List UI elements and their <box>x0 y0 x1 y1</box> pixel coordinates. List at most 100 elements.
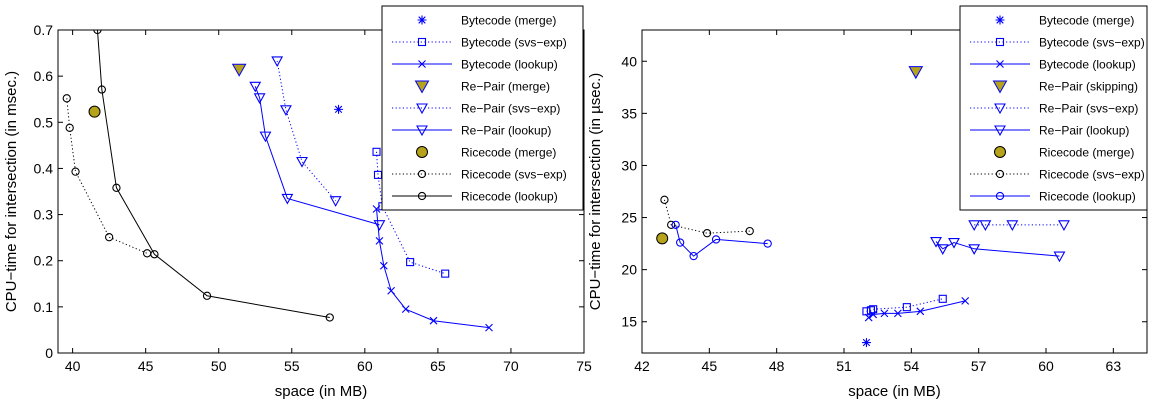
data-point-bytecode-lookup <box>880 309 889 318</box>
data-point-ricecode-lookup <box>97 85 106 94</box>
data-point-bytecode-svs-exp <box>938 294 947 303</box>
legend-entry-label: Ricecode (lookup) <box>461 190 558 204</box>
series-line-re-pair-lookup <box>254 86 380 226</box>
data-point-re-pair-svs-exp <box>279 105 292 116</box>
series-line-ricecode-svs-exp <box>663 199 750 234</box>
data-point-ricecode-lookup <box>112 183 121 192</box>
right-chart-panel: 42 45 48 51 54 57 60 63 15 20 25 30 35 40 space (in MB… <box>587 5 1148 399</box>
data-point-ricecode-svs-exp <box>104 233 114 242</box>
data-point-ricecode-lookup <box>150 250 159 259</box>
x-tick-label: 63 <box>1106 358 1122 374</box>
legend-entry-label: Re−Pair (svs−exp) <box>1039 102 1138 116</box>
y-tick-label: 0.6 <box>34 68 54 84</box>
legend-entry-label: Re−Pair (skipping) <box>1039 80 1138 94</box>
y-axis-label: CPU−time for intersection (in µsec.) <box>587 73 604 310</box>
data-point-ricecode-svs-exp <box>71 167 80 176</box>
legend-entry-label: Re−Pair (lookup) <box>1039 124 1129 138</box>
data-point-bytecode-lookup <box>379 261 388 270</box>
legend-entry-label: Ricecode (svs−exp) <box>461 168 567 182</box>
x-tick-label: 54 <box>904 358 920 374</box>
legend-entry-label: Ricecode (lookup) <box>1039 190 1136 204</box>
data-point-bytecode-svs-exp <box>869 305 878 314</box>
x-tick-label: 55 <box>284 358 300 374</box>
data-point-ricecode-svs-exp <box>62 94 71 103</box>
data-point-re-pair-lookup <box>373 220 386 231</box>
series-line-bytecode-svs-exp <box>866 298 943 312</box>
x-tick-label: 45 <box>138 358 154 374</box>
data-point-bytecode-lookup <box>961 297 970 305</box>
data-point-bytecode-lookup <box>375 236 384 245</box>
legend-marker <box>995 169 1005 179</box>
left-chart-panel: 40 45 50 55 60 65 70 75 0 0.1 0.2 0.3 0.4 0.5 0.6 0.7 sp… <box>3 5 592 399</box>
legend-entry-label: Bytecode (lookup) <box>461 58 558 72</box>
x-axis-label: space (in MB) <box>848 383 941 399</box>
data-point-bytecode-lookup <box>916 307 925 316</box>
data-point-ricecode-svs-exp <box>745 226 754 236</box>
data-point-bytecode-lookup <box>429 316 438 325</box>
data-point-re-pair-svs-exp <box>296 156 308 168</box>
data-point-re-pair-lookup <box>253 93 266 104</box>
data-point-re-pair-lookup <box>936 244 949 255</box>
data-point-re-pair-lookup <box>259 131 272 143</box>
data-point-ricecode-merge <box>656 232 669 245</box>
legend-entry-label: Re−Pair (lookup) <box>461 124 551 138</box>
series-line-re-pair-lookup <box>935 241 1060 257</box>
legend-entry-label: Re−Pair (merge) <box>461 80 550 94</box>
legend-marker <box>995 191 1005 201</box>
legend-marker <box>992 80 1008 94</box>
legend-entry-label: Ricecode (merge) <box>461 146 556 160</box>
data-point-bytecode-lookup <box>485 323 493 332</box>
data-layer <box>656 66 1070 348</box>
y-tick-label: 0.4 <box>34 160 54 176</box>
data-point-re-pair-svs-exp <box>968 220 981 231</box>
data-point-ricecode-lookup <box>676 238 685 247</box>
data-point-bytecode-merge <box>334 104 344 114</box>
legend-entry-label: Ricecode (merge) <box>1039 146 1134 160</box>
data-point-bytecode-lookup <box>401 305 410 314</box>
legend-box <box>381 5 584 211</box>
plot-area-frame <box>57 29 585 354</box>
series-line-ricecode-lookup <box>96 30 330 318</box>
data-point-re-pair-lookup <box>281 193 294 205</box>
x-axis-label: space (in MB) <box>275 383 368 399</box>
data-point-ricecode-svs-exp <box>142 249 152 258</box>
y-tick-label: 0.5 <box>34 114 54 130</box>
y-tick-label: 30 <box>621 157 637 173</box>
legend-marker <box>417 169 427 179</box>
y-tick-label: 0.1 <box>34 299 54 315</box>
data-point-bytecode-svs-exp <box>373 170 383 179</box>
legend-marker <box>416 125 428 137</box>
legend-marker <box>994 146 1006 158</box>
data-point-ricecode-svs-exp <box>65 123 74 132</box>
data-point-ricecode-svs-exp <box>667 220 676 229</box>
data-point-ricecode-lookup <box>671 220 680 229</box>
data-point-re-pair-lookup <box>948 238 960 249</box>
x-tick-label: 60 <box>357 358 373 374</box>
data-point-re-pair-skipping <box>908 66 924 80</box>
legend-marker <box>416 103 428 115</box>
data-point-re-pair-svs-exp <box>271 56 284 68</box>
legend-entry-label: Bytecode (svs−exp) <box>461 36 567 50</box>
legend-entry-label: Re−Pair (svs−exp) <box>461 102 560 116</box>
x-tick-label: 70 <box>503 358 519 374</box>
x-tick-label: 60 <box>1038 358 1054 374</box>
x-tick-label: 50 <box>211 358 227 374</box>
legend: Bytecode (merge) Bytecode (svs−exp) Byteco… <box>381 5 584 211</box>
legend-marker <box>995 15 1005 25</box>
data-point-re-pair-svs-exp <box>1006 220 1019 231</box>
y-tick-label: 0 <box>45 345 53 361</box>
data-point-bytecode-svs-exp <box>866 306 875 315</box>
data-point-bytecode-lookup <box>893 309 902 318</box>
data-point-bytecode-lookup <box>864 313 873 322</box>
legend-entry-label: Bytecode (lookup) <box>1039 58 1136 72</box>
legend-marker <box>417 191 427 201</box>
y-tick-label: 40 <box>621 53 637 69</box>
legend-marker <box>994 103 1006 115</box>
y-tick-label: 0.2 <box>34 253 54 269</box>
legend-entry-label: Bytecode (merge) <box>461 14 556 28</box>
legend-marker <box>417 37 427 47</box>
y-tick-label: 15 <box>621 314 637 330</box>
legend-entry-label: Bytecode (svs−exp) <box>1039 36 1145 50</box>
data-point-bytecode-lookup <box>869 310 878 319</box>
data-point-ricecode-lookup <box>202 291 212 300</box>
